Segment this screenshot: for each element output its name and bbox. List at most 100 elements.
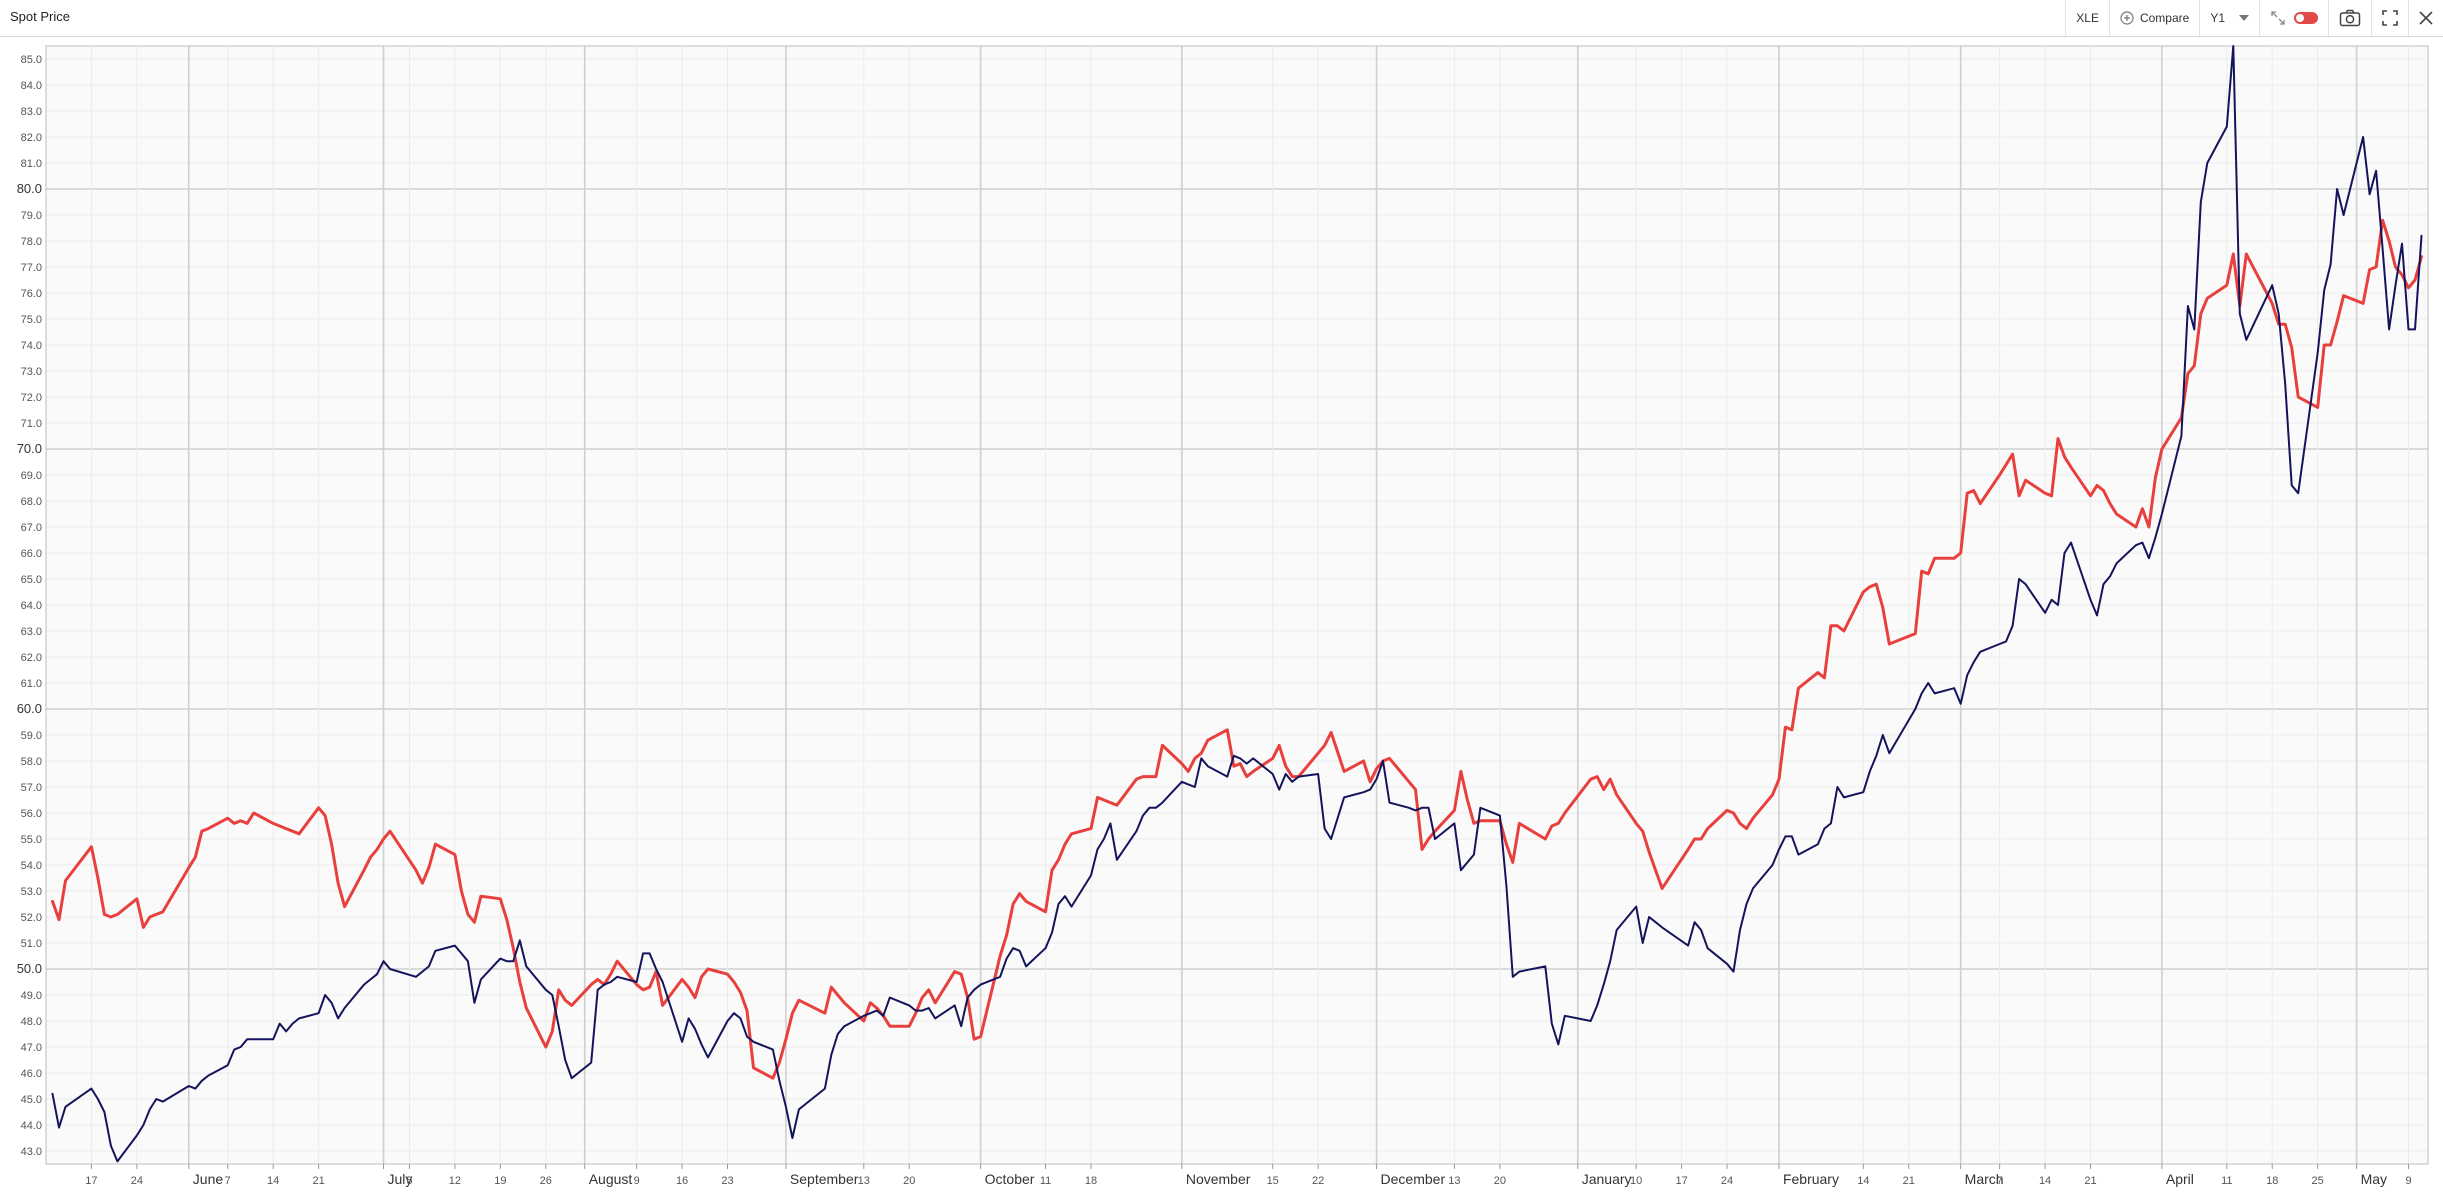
x-tick-label: 13 — [1448, 1175, 1460, 1187]
toggle-switch-icon[interactable] — [2294, 12, 2318, 24]
y-tick-label: 73.0 — [21, 366, 42, 378]
y-tick-label: 55.0 — [21, 834, 42, 846]
x-tick-label: 14 — [267, 1175, 279, 1187]
x-tick-label: April — [2166, 1171, 2194, 1187]
x-tick-label: 10 — [1630, 1175, 1642, 1187]
screenshot-button[interactable] — [2328, 0, 2371, 36]
y-tick-label: 80.0 — [17, 181, 42, 196]
x-tick-label: November — [1186, 1171, 1251, 1187]
close-icon — [2419, 11, 2433, 25]
y-tick-label: 67.0 — [21, 522, 42, 534]
y-tick-label: 46.0 — [21, 1068, 42, 1080]
x-tick-label: 17 — [1675, 1175, 1687, 1187]
x-tick-label: 7 — [225, 1175, 231, 1187]
compare-label: Compare — [2139, 11, 2190, 25]
ticker-button[interactable]: XLE — [2065, 0, 2109, 36]
compare-button[interactable]: Compare — [2108, 0, 2199, 36]
y-tick-label: 81.0 — [21, 158, 42, 170]
y-tick-label: 74.0 — [21, 340, 42, 352]
y-tick-label: 78.0 — [21, 236, 42, 248]
fullscreen-button[interactable] — [2371, 0, 2408, 36]
x-tick-label: 14 — [2039, 1175, 2051, 1187]
y-tick-label: 50.0 — [17, 961, 42, 976]
close-button[interactable] — [2408, 0, 2443, 36]
y-tick-label: 51.0 — [21, 938, 42, 950]
period-select[interactable]: Y1 — [2199, 0, 2259, 36]
x-tick-label: 18 — [1085, 1175, 1097, 1187]
x-tick-label: 20 — [903, 1175, 915, 1187]
plus-circle-icon — [2120, 11, 2134, 25]
x-tick-label: 19 — [494, 1175, 506, 1187]
y-tick-label: 66.0 — [21, 548, 42, 560]
y-tick-label: 70.0 — [17, 441, 42, 456]
x-tick-label: 11 — [1040, 1175, 1051, 1187]
x-tick-label: January — [1582, 1171, 1632, 1187]
period-label: Y1 — [2210, 11, 2225, 25]
y-tick-label: 57.0 — [21, 782, 42, 794]
x-tick-label: 7 — [1997, 1175, 2003, 1187]
chart-title: Spot Price — [10, 9, 70, 24]
chart-toolbar: XLE Compare Y1 — [2065, 0, 2443, 36]
y-tick-label: 49.0 — [21, 990, 42, 1002]
y-tick-label: 64.0 — [21, 600, 42, 612]
x-tick-label: 24 — [131, 1175, 143, 1187]
x-tick-label: 9 — [634, 1175, 640, 1187]
x-tick-label: 16 — [676, 1175, 688, 1187]
x-tick-label: March — [1965, 1171, 2004, 1187]
x-tick-label: December — [1381, 1171, 1446, 1187]
x-tick-label: 5 — [406, 1175, 412, 1187]
x-tick-label: August — [589, 1171, 633, 1187]
x-tick-label: 26 — [540, 1175, 552, 1187]
ticker-label: XLE — [2076, 11, 2099, 25]
y-tick-label: 56.0 — [21, 808, 42, 820]
y-tick-label: 47.0 — [21, 1042, 42, 1054]
x-tick-label: October — [985, 1171, 1035, 1187]
y-tick-label: 54.0 — [21, 860, 42, 872]
x-tick-label: 25 — [2312, 1175, 2324, 1187]
x-tick-label: 13 — [858, 1175, 870, 1187]
series-line-1[interactable] — [51, 218, 2423, 1080]
y-tick-label: 72.0 — [21, 392, 42, 404]
x-tick-label: September — [790, 1171, 859, 1187]
y-tick-label: 43.0 — [21, 1146, 42, 1158]
x-tick-label: 23 — [721, 1175, 733, 1187]
y-tick-label: 44.0 — [21, 1120, 42, 1132]
x-tick-label: 18 — [2266, 1175, 2278, 1187]
y-tick-label: 53.0 — [21, 886, 42, 898]
x-tick-label: June — [193, 1171, 224, 1187]
chart-header: Spot Price XLE Compare Y1 — [0, 0, 2443, 37]
y-tick-label: 65.0 — [21, 574, 42, 586]
reset-zoom-button[interactable] — [2259, 0, 2328, 36]
y-tick-label: 71.0 — [21, 418, 42, 430]
y-tick-label: 48.0 — [21, 1016, 42, 1028]
x-tick-label: 22 — [1312, 1175, 1324, 1187]
x-tick-label: 14 — [1857, 1175, 1869, 1187]
x-tick-label: February — [1783, 1171, 1839, 1187]
x-tick-label: 21 — [2084, 1175, 2096, 1187]
y-tick-label: 82.0 — [21, 132, 42, 144]
y-tick-label: 52.0 — [21, 912, 42, 924]
x-tick-label: 9 — [2405, 1175, 2411, 1187]
y-tick-label: 69.0 — [21, 470, 42, 482]
y-tick-label: 59.0 — [21, 730, 42, 742]
x-tick-label: 24 — [1721, 1175, 1733, 1187]
fullscreen-icon — [2382, 10, 2398, 26]
x-tick-label: 21 — [1903, 1175, 1915, 1187]
plot-frame — [45, 45, 2429, 1165]
y-tick-label: 84.0 — [21, 80, 42, 92]
y-tick-label: 58.0 — [21, 756, 42, 768]
y-tick-label: 85.0 — [21, 54, 42, 66]
y-tick-label: 45.0 — [21, 1094, 42, 1106]
spot-price-chart[interactable]: 43.0 44.0 45.0 46.0 47.0 48.0 49.0 50.0 51.0 52.0… — [0, 36, 2443, 1203]
x-tick-label: 12 — [449, 1175, 461, 1187]
x-tick-label: July — [388, 1171, 413, 1187]
reset-zoom-icon — [2270, 10, 2286, 26]
series-line-2[interactable] — [51, 45, 2423, 1163]
x-tick-label: 21 — [312, 1175, 324, 1187]
x-tick-label: 20 — [1494, 1175, 1506, 1187]
y-tick-label: 76.0 — [21, 288, 42, 300]
y-tick-label: 63.0 — [21, 626, 42, 638]
y-tick-label: 68.0 — [21, 496, 42, 508]
x-tick-label: 11 — [2221, 1175, 2232, 1187]
y-tick-label: 77.0 — [21, 262, 42, 274]
